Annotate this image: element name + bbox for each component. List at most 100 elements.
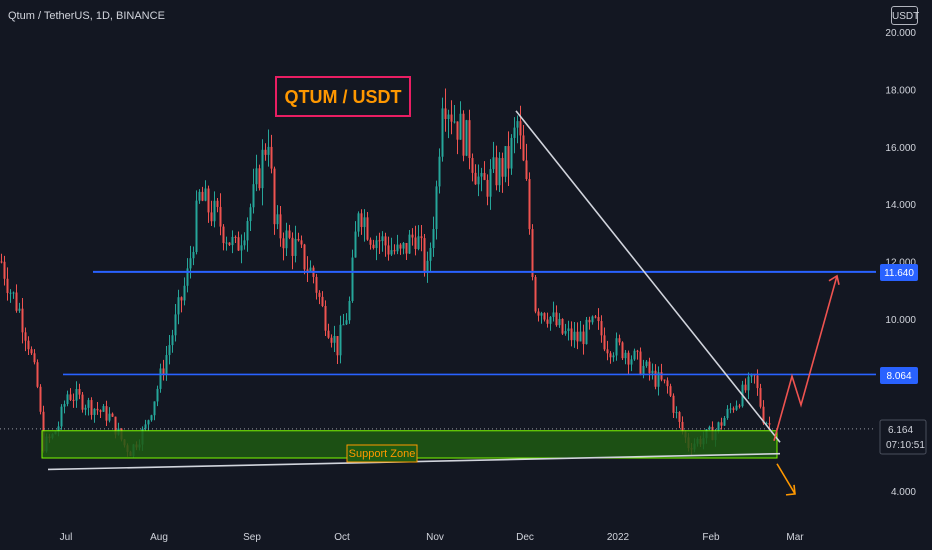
- candle-body: [480, 172, 483, 177]
- candle-body: [567, 328, 570, 332]
- candle-body: [429, 248, 432, 261]
- time-tick-label: 2022: [607, 532, 630, 543]
- candle-body: [363, 217, 366, 228]
- candle-body: [657, 372, 660, 387]
- candle-body: [273, 168, 276, 225]
- candle-body: [243, 240, 246, 246]
- candle-body: [441, 108, 444, 157]
- candle-body: [636, 350, 639, 352]
- candle-body: [33, 353, 36, 363]
- candle-body: [144, 424, 147, 429]
- candle-body: [378, 240, 381, 242]
- candlestick-series: [0, 88, 771, 459]
- candle-body: [624, 352, 627, 359]
- price-tick-label: 16.000: [885, 143, 916, 154]
- candle-body: [255, 168, 258, 185]
- price-tick-label: 10.000: [885, 315, 916, 326]
- candle-body: [717, 422, 720, 432]
- candle-body: [174, 314, 177, 336]
- candle-body: [339, 324, 342, 356]
- candle-body: [240, 245, 243, 251]
- candle-body: [276, 214, 279, 225]
- candle-body: [516, 121, 519, 128]
- candle-body: [180, 297, 183, 301]
- candle-body: [603, 335, 606, 350]
- candle-body: [768, 423, 771, 425]
- candle-body: [213, 200, 216, 222]
- candle-body: [171, 335, 174, 346]
- candle-body: [540, 313, 543, 316]
- candle-body: [627, 352, 630, 365]
- candle-body: [468, 120, 471, 159]
- candle-body: [156, 388, 159, 402]
- candle-body: [408, 234, 411, 254]
- candle-body: [537, 311, 540, 316]
- candle-body: [99, 410, 102, 412]
- candle-body: [507, 146, 510, 169]
- candle-body: [21, 308, 24, 333]
- candle-body: [633, 350, 636, 360]
- candle-body: [420, 236, 423, 239]
- price-tick-label: 20.000: [885, 28, 916, 39]
- candle-body: [279, 214, 282, 239]
- candle-body: [402, 242, 405, 249]
- candle-body: [450, 114, 453, 122]
- candle-body: [678, 412, 681, 422]
- candle-body: [192, 251, 195, 259]
- candle-body: [357, 213, 360, 232]
- candle-body: [306, 269, 309, 271]
- bearish-projection-path[interactable]: [776, 463, 796, 495]
- candle-body: [147, 420, 150, 425]
- candle-body: [447, 114, 450, 120]
- candle-body: [153, 401, 156, 416]
- candle-body: [597, 317, 600, 322]
- bearish-arrowhead: [785, 484, 796, 496]
- candle-body: [726, 408, 729, 419]
- candle-body: [561, 318, 564, 334]
- candle-body: [6, 278, 9, 293]
- candle-body: [708, 426, 711, 430]
- candle-body: [105, 406, 108, 421]
- candle-body: [390, 250, 393, 255]
- candle-body: [666, 380, 669, 387]
- bullish-arrowhead: [828, 274, 840, 286]
- candle-body: [423, 238, 426, 272]
- candle-body: [261, 149, 264, 189]
- currency-selector[interactable]: USDT: [891, 6, 919, 25]
- candle-body: [207, 188, 210, 213]
- time-axis[interactable]: Jul Aug Sep Oct Nov Dec 2022 Feb Mar: [60, 532, 805, 543]
- candle-body: [477, 176, 480, 185]
- descending-trendline[interactable]: [515, 110, 781, 443]
- time-tick-label: Oct: [334, 532, 350, 543]
- candle-body: [84, 407, 87, 410]
- candle-body: [69, 394, 72, 400]
- candle-body: [114, 416, 117, 435]
- candle-body: [672, 395, 675, 413]
- bullish-projection-path[interactable]: [773, 275, 838, 442]
- price-tick-label: 14.000: [885, 200, 916, 211]
- candle-body: [630, 359, 633, 365]
- candle-body: [612, 355, 615, 358]
- candle-body: [195, 200, 198, 252]
- candle-body: [588, 319, 591, 323]
- level-high-price: 11.640: [884, 268, 914, 279]
- candle-body: [531, 229, 534, 278]
- candle-body: [750, 374, 753, 377]
- candle-body: [264, 149, 267, 155]
- candle-body: [543, 313, 546, 320]
- candle-body: [165, 355, 168, 375]
- candle-body: [303, 244, 306, 270]
- candle-body: [300, 240, 303, 245]
- candle-body: [639, 351, 642, 375]
- chart-title-box[interactable]: [275, 76, 411, 117]
- candle-body: [228, 242, 231, 246]
- candle-body: [237, 237, 240, 251]
- support-zone-label: Support Zone: [349, 448, 416, 460]
- chart-title: QTUM / USDT: [285, 87, 402, 107]
- candle-body: [465, 120, 468, 156]
- candle-body: [39, 386, 42, 412]
- candle-body: [0, 261, 3, 263]
- last-price-badge: [879, 419, 927, 455]
